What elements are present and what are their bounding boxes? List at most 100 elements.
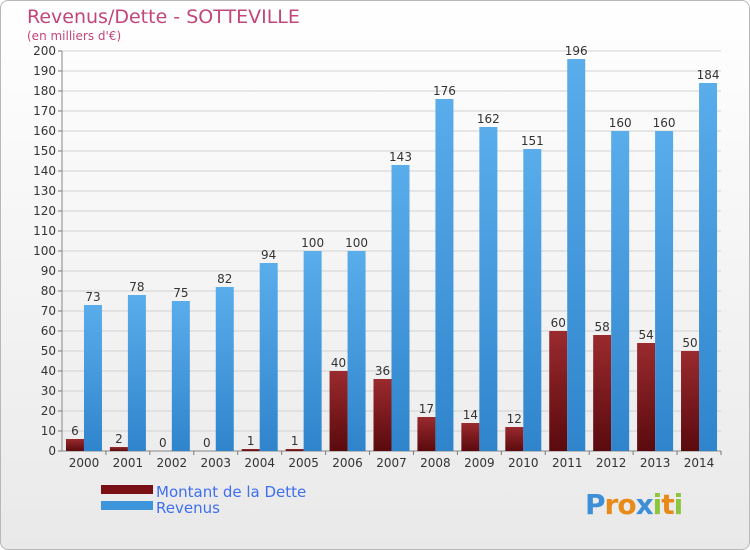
- chart-title: Revenus/Dette - SOTTEVILLE: [27, 6, 300, 28]
- data-label-revenus: 184: [697, 68, 720, 82]
- data-label-dette: 17: [419, 402, 434, 416]
- bar-dette: [417, 417, 436, 451]
- bar-revenus: [303, 251, 322, 451]
- x-tick-label: 2002: [157, 456, 188, 470]
- data-label-dette: 0: [203, 436, 211, 450]
- data-label-dette: 58: [595, 320, 610, 334]
- data-label-revenus: 160: [653, 116, 676, 130]
- data-label-dette: 6: [71, 424, 79, 438]
- data-label-revenus: 75: [173, 286, 188, 300]
- legend-label-dette: Montant de la Dette: [156, 483, 307, 501]
- x-tick-label: 2005: [288, 456, 319, 470]
- bar-dette: [681, 351, 700, 451]
- bar-dette: [329, 371, 348, 451]
- bar-revenus: [655, 131, 674, 451]
- bar-dette: [593, 335, 612, 451]
- data-label-revenus: 78: [129, 280, 144, 294]
- data-label-dette: 50: [682, 336, 697, 350]
- x-tick-label: 2000: [69, 456, 100, 470]
- legend-swatch-revenus: [101, 501, 153, 510]
- legend-swatch-dette: [101, 485, 153, 494]
- bar-revenus: [567, 59, 586, 451]
- bar-revenus: [127, 295, 146, 451]
- y-tick-label: 190: [33, 64, 56, 78]
- y-tick-label: 70: [41, 304, 56, 318]
- y-tick-label: 120: [33, 204, 56, 218]
- data-label-dette: 1: [247, 434, 255, 448]
- x-tick-label: 2003: [200, 456, 231, 470]
- legend-label-revenus: Revenus: [156, 499, 220, 517]
- data-label-dette: 60: [551, 316, 566, 330]
- bar-revenus: [391, 165, 410, 451]
- y-tick-label: 100: [33, 244, 56, 258]
- data-label-dette: 36: [375, 364, 390, 378]
- y-tick-label: 150: [33, 144, 56, 158]
- data-label-dette: 40: [331, 356, 346, 370]
- y-tick-label: 80: [41, 284, 56, 298]
- bar-revenus: [435, 99, 454, 451]
- chart-subtitle: (en milliers d'€): [27, 29, 122, 43]
- data-label-dette: 1: [291, 434, 299, 448]
- data-label-revenus: 100: [345, 236, 368, 250]
- y-tick-label: 140: [33, 164, 56, 178]
- bar-revenus: [83, 305, 102, 451]
- data-label-dette: 14: [463, 408, 478, 422]
- y-tick-label: 90: [41, 264, 56, 278]
- bar-revenus: [259, 263, 278, 451]
- y-tick-label: 170: [33, 104, 56, 118]
- x-tick-label: 2014: [684, 456, 715, 470]
- x-tick-label: 2006: [332, 456, 363, 470]
- data-label-revenus: 82: [217, 272, 232, 286]
- x-tick-label: 2001: [113, 456, 144, 470]
- y-tick-label: 180: [33, 84, 56, 98]
- x-tick-label: 2007: [376, 456, 407, 470]
- data-label-dette: 2: [115, 432, 123, 446]
- y-tick-label: 0: [48, 444, 56, 458]
- bar-dette: [285, 449, 304, 451]
- bar-dette: [241, 449, 260, 451]
- data-label-dette: 12: [507, 412, 522, 426]
- data-label-revenus: 160: [609, 116, 632, 130]
- x-tick-label: 2008: [420, 456, 451, 470]
- y-tick-label: 160: [33, 124, 56, 138]
- y-tick-label: 10: [41, 424, 56, 438]
- bar-dette: [505, 427, 524, 451]
- bar-revenus: [523, 149, 542, 451]
- data-label-revenus: 94: [261, 248, 276, 262]
- data-label-revenus: 196: [565, 44, 588, 58]
- proxiti-logo: Proxiti: [585, 488, 683, 521]
- bar-revenus: [171, 301, 190, 451]
- bar-revenus: [699, 83, 718, 451]
- y-tick-label: 130: [33, 184, 56, 198]
- x-tick-label: 2012: [596, 456, 627, 470]
- y-tick-label: 30: [41, 384, 56, 398]
- y-tick-label: 110: [33, 224, 56, 238]
- y-tick-label: 50: [41, 344, 56, 358]
- data-label-dette: 54: [638, 328, 653, 342]
- data-label-revenus: 73: [85, 290, 100, 304]
- data-label-dette: 0: [159, 436, 167, 450]
- data-label-revenus: 143: [389, 150, 412, 164]
- y-tick-label: 200: [33, 44, 56, 58]
- data-label-revenus: 162: [477, 112, 500, 126]
- bar-dette: [109, 447, 128, 451]
- bar-dette: [65, 439, 84, 451]
- bar-revenus: [479, 127, 498, 451]
- data-label-revenus: 176: [433, 84, 456, 98]
- data-label-revenus: 151: [521, 134, 544, 148]
- bar-dette: [637, 343, 656, 451]
- bar-dette: [373, 379, 392, 451]
- x-tick-label: 2010: [508, 456, 539, 470]
- y-tick-label: 40: [41, 364, 56, 378]
- x-tick-label: 2004: [244, 456, 275, 470]
- bar-dette: [549, 331, 568, 451]
- bar-revenus: [215, 287, 234, 451]
- y-tick-label: 60: [41, 324, 56, 338]
- data-label-revenus: 100: [301, 236, 324, 250]
- bar-revenus: [347, 251, 366, 451]
- y-tick-label: 20: [41, 404, 56, 418]
- x-tick-label: 2009: [464, 456, 495, 470]
- bar-revenus: [611, 131, 630, 451]
